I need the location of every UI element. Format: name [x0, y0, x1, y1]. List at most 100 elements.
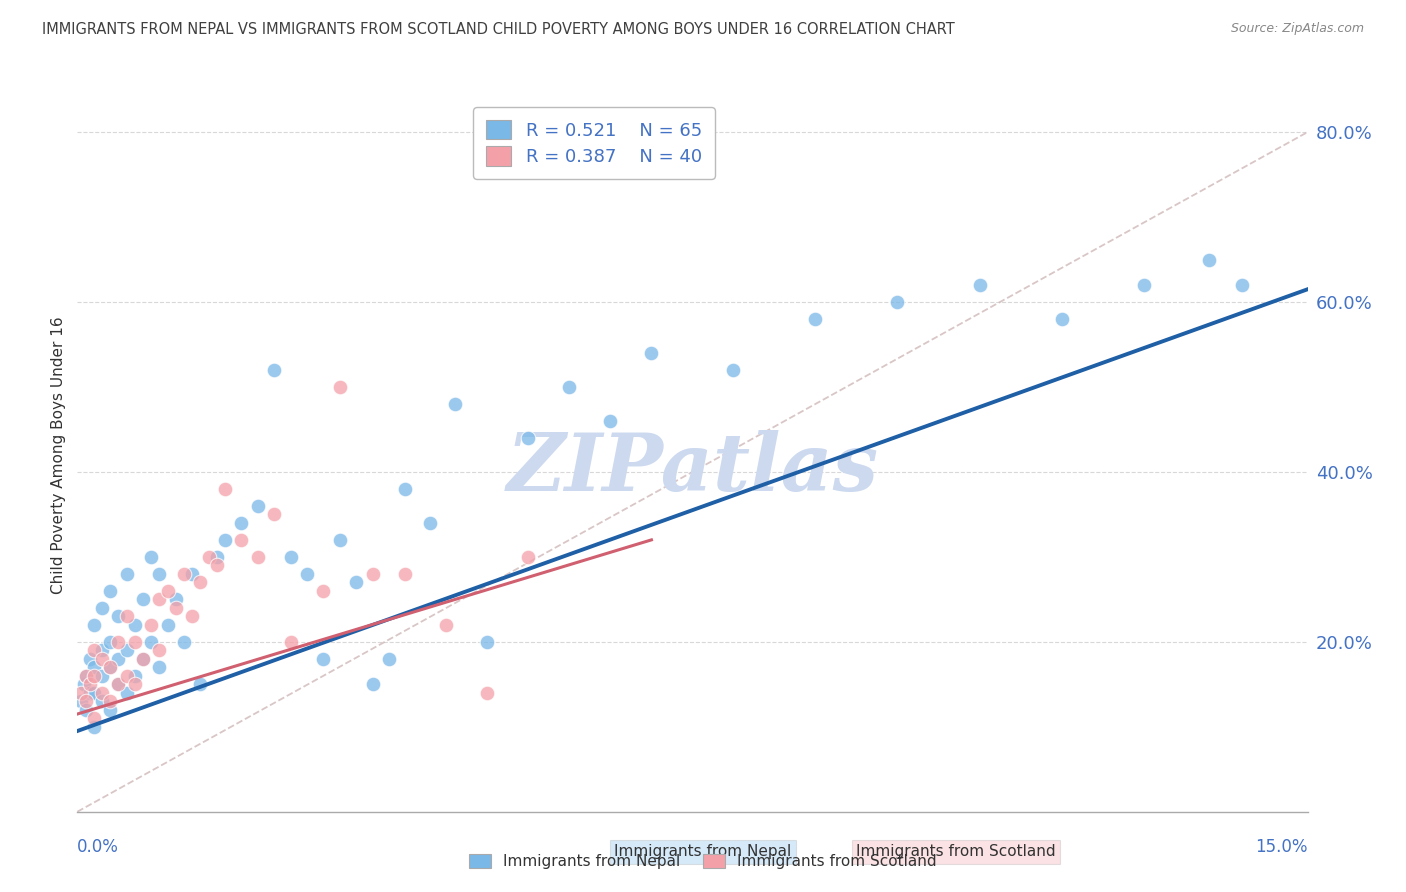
Point [90, 694, 114, 708]
Point [90, 600, 114, 615]
Point [181, 566, 204, 581]
Point [231, 533, 253, 547]
Point [312, 652, 335, 666]
Point [98, 583, 121, 598]
Point [329, 533, 352, 547]
Point [214, 533, 236, 547]
Point [141, 549, 163, 564]
Point [181, 609, 204, 624]
Point [517, 549, 540, 564]
Point [599, 414, 621, 428]
Point [640, 346, 662, 360]
Point [107, 635, 129, 649]
Point [79, 677, 101, 691]
Point [132, 592, 155, 607]
Point [361, 566, 384, 581]
Point [124, 635, 146, 649]
Point [98, 635, 121, 649]
Point [141, 617, 163, 632]
Point [312, 583, 335, 598]
Point [280, 549, 302, 564]
Point [295, 566, 318, 581]
Point [969, 278, 991, 293]
Y-axis label: Child Poverty Among Boys Under 16: Child Poverty Among Boys Under 16 [51, 316, 66, 594]
Point [75, 703, 97, 717]
Point [83, 669, 105, 683]
Point [231, 516, 253, 530]
Point [75, 669, 97, 683]
Point [477, 686, 499, 700]
Text: IMMIGRANTS FROM NEPAL VS IMMIGRANTS FROM SCOTLAND CHILD POVERTY AMONG BOYS UNDER: IMMIGRANTS FROM NEPAL VS IMMIGRANTS FROM… [42, 22, 955, 37]
Point [1198, 252, 1220, 267]
Text: ZIPatlas: ZIPatlas [506, 431, 879, 508]
Point [132, 652, 155, 666]
Point [156, 617, 179, 632]
Point [263, 508, 285, 522]
Legend: Immigrants from Nepal, Immigrants from Scotland: Immigrants from Nepal, Immigrants from S… [464, 847, 942, 875]
Point [98, 703, 121, 717]
Point [197, 549, 219, 564]
Point [141, 635, 163, 649]
Point [1230, 278, 1253, 293]
Point [394, 482, 416, 496]
Point [90, 686, 114, 700]
Point [517, 431, 540, 445]
Point [115, 669, 138, 683]
Point [361, 677, 384, 691]
Point [394, 566, 416, 581]
Point [419, 516, 441, 530]
Point [148, 643, 170, 657]
Text: 15.0%: 15.0% [1256, 838, 1308, 856]
Point [98, 660, 121, 674]
Point [90, 652, 114, 666]
Point [75, 669, 97, 683]
Point [378, 652, 401, 666]
Point [90, 669, 114, 683]
Point [886, 295, 908, 310]
Point [79, 652, 101, 666]
Point [79, 686, 101, 700]
Text: Immigrants from Scotland: Immigrants from Scotland [856, 845, 1056, 859]
Point [436, 617, 458, 632]
Point [558, 380, 581, 394]
Point [107, 677, 129, 691]
Point [73, 677, 96, 691]
Point [329, 380, 352, 394]
Point [70, 686, 93, 700]
Point [246, 499, 269, 513]
Point [83, 686, 105, 700]
Point [214, 482, 236, 496]
Point [83, 660, 105, 674]
Point [804, 312, 827, 326]
Legend: R = 0.521    N = 65, R = 0.387    N = 40: R = 0.521 N = 65, R = 0.387 N = 40 [474, 107, 714, 178]
Point [132, 652, 155, 666]
Point [124, 669, 146, 683]
Point [98, 660, 121, 674]
Point [263, 363, 285, 377]
Point [90, 643, 114, 657]
Point [107, 652, 129, 666]
Point [723, 363, 745, 377]
Point [83, 711, 105, 725]
Point [98, 694, 121, 708]
Point [107, 677, 129, 691]
Point [344, 575, 367, 590]
Point [148, 660, 170, 674]
Point [124, 677, 146, 691]
Point [188, 575, 212, 590]
Point [165, 592, 187, 607]
Point [205, 549, 228, 564]
Point [1132, 278, 1154, 293]
Point [156, 583, 179, 598]
Point [477, 635, 499, 649]
Point [148, 592, 170, 607]
Point [115, 609, 138, 624]
Point [115, 686, 138, 700]
Point [173, 635, 195, 649]
Point [246, 549, 269, 564]
Point [188, 677, 212, 691]
Point [280, 635, 302, 649]
Point [115, 566, 138, 581]
Point [70, 694, 93, 708]
Point [165, 600, 187, 615]
